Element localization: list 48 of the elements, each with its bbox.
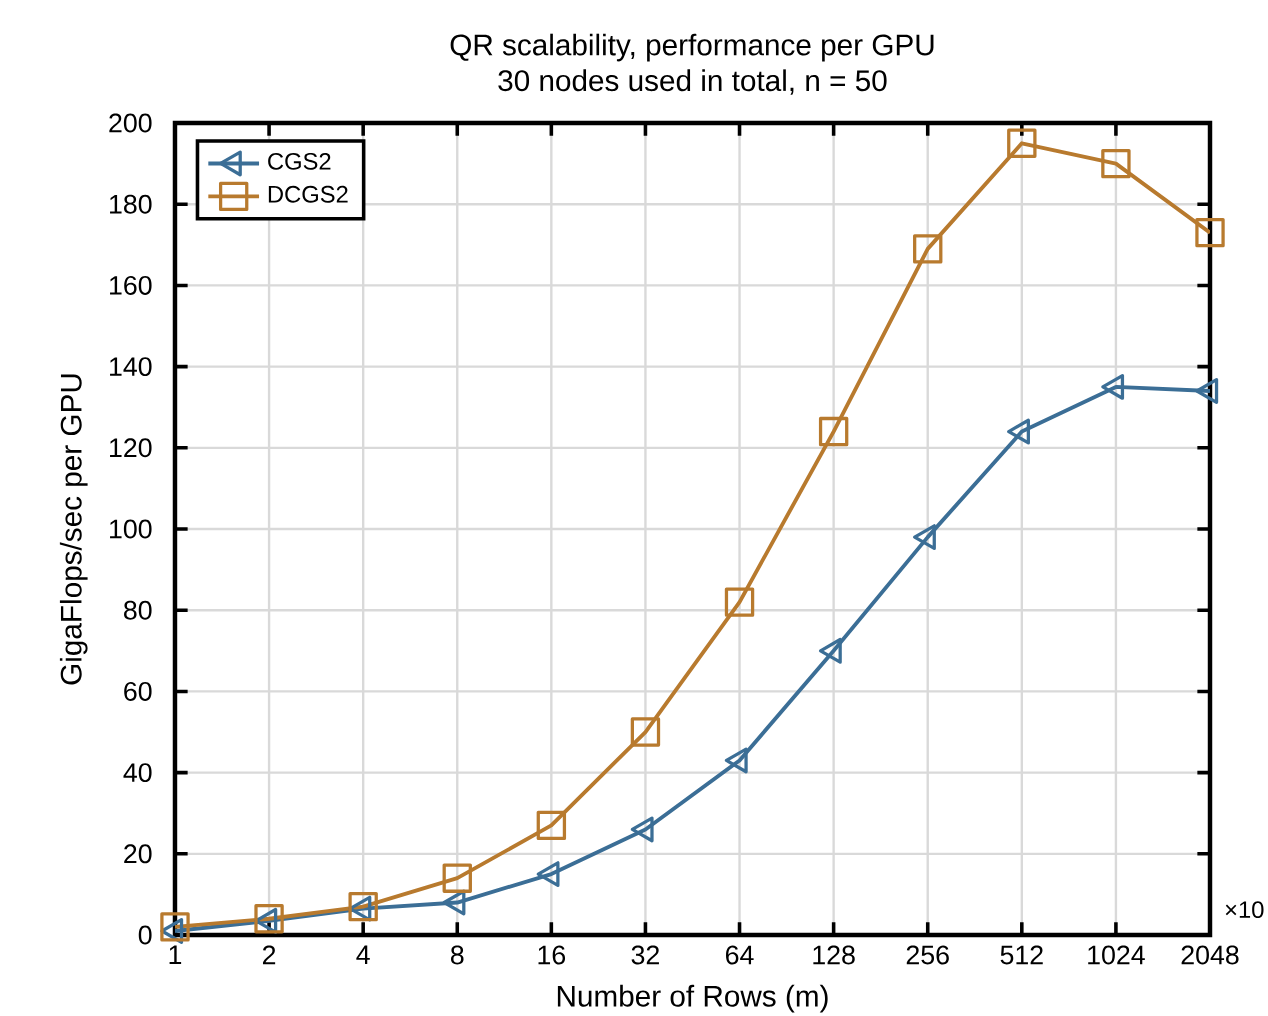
text: ×10: [1225, 901, 1264, 919]
x-tick-label: 1: [169, 945, 182, 964]
point: [1007, 128, 1037, 159]
y-tick-label: 180: [110, 194, 152, 214]
point: [724, 587, 755, 617]
x-tick-label: 1024: [1088, 945, 1145, 965]
point: [536, 810, 567, 841]
x-tick-label: 512: [1000, 945, 1043, 965]
point: [348, 891, 378, 922]
y-tick-label: 80: [124, 600, 152, 620]
point: [913, 234, 943, 264]
x-tick-label: 64: [726, 945, 754, 965]
point: [630, 816, 654, 843]
point: [913, 524, 936, 551]
point: [442, 863, 472, 893]
point: [1007, 418, 1030, 445]
y-axis-title: GigaFlops/sec per GPU: [59, 374, 88, 685]
y-tick-label: 60: [124, 681, 152, 701]
point: [630, 717, 661, 747]
point: [536, 861, 560, 888]
y-tick-label: 120: [110, 438, 152, 458]
x-axis-title: Number of Rows (m): [557, 984, 828, 1013]
point: [818, 416, 849, 447]
chart-title: QR scalability, performance per GPU: [450, 33, 934, 62]
point: [160, 912, 190, 942]
point: [1195, 217, 1225, 248]
x-tick-label: 32: [631, 945, 659, 965]
x-tick-label: 128: [813, 945, 855, 965]
x-tick-label: 16: [538, 945, 566, 965]
legend-label: DCGS2: [268, 185, 348, 203]
y-tick-label: 0: [138, 925, 152, 945]
y-tick-label: 200: [109, 113, 152, 133]
x-tick-label: 2048: [1181, 945, 1239, 965]
point: [1195, 378, 1219, 404]
y-tick-label: 100: [110, 519, 152, 539]
x-tick-label: 256: [906, 945, 949, 965]
y-tick-label: 140: [110, 357, 152, 377]
point: [1101, 373, 1125, 400]
y-tick-label: 40: [123, 763, 152, 783]
point: [254, 904, 284, 934]
y-tick-label: 160: [110, 275, 152, 295]
legend-label: CGS2: [268, 152, 331, 170]
x-tick-label: 4: [356, 945, 370, 964]
x-tick-label: 8: [450, 945, 464, 965]
chart-subtitle: 30 nodes used in total, n = 50: [498, 69, 887, 95]
x-tick-label: 2: [262, 945, 276, 965]
point: [1101, 148, 1131, 179]
y-tick-label: 20: [124, 844, 152, 864]
